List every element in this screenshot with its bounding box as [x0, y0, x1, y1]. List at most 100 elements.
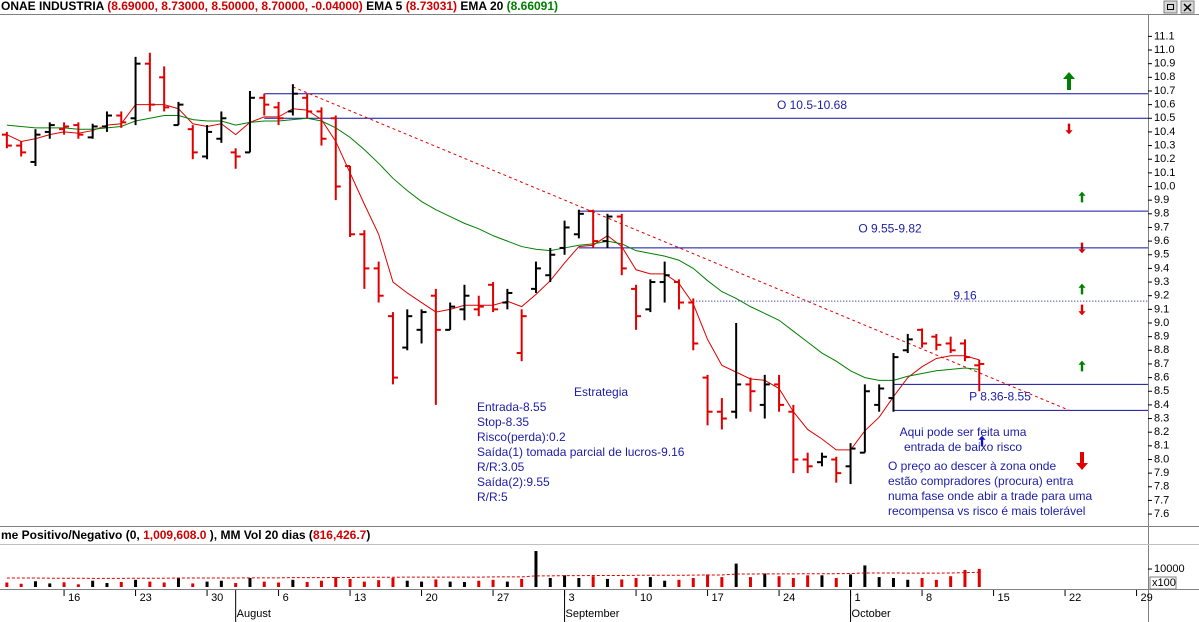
- y-tick-label: 7.7: [1154, 494, 1169, 506]
- ohlc-bar: [259, 93, 270, 116]
- ohlc-bar: [959, 339, 970, 362]
- ohlc-bar: [473, 295, 484, 317]
- restore-button[interactable]: [1163, 0, 1178, 14]
- ohlc-bar: [445, 302, 456, 331]
- ohlc-bar: [659, 261, 670, 303]
- volume-bar: [5, 582, 9, 587]
- volume-bar: [205, 581, 209, 587]
- y-tick-label: 10.6: [1154, 99, 1175, 111]
- ohlc-bar: [688, 298, 699, 351]
- ohlc-bar: [502, 288, 513, 310]
- y-tick-label: 10.0: [1154, 180, 1175, 192]
- ohlc-bar: [1, 131, 12, 149]
- month-label: September: [566, 608, 620, 620]
- header-part: (8.73031): [406, 0, 457, 13]
- ohlc-bar: [216, 111, 227, 143]
- ohlc-bar: [802, 452, 813, 474]
- ohlc-bar: [44, 122, 55, 139]
- ohlc-bar: [87, 123, 98, 139]
- zone-label: O 9.55-9.82: [858, 222, 922, 236]
- volume-bar: [248, 578, 252, 587]
- volume-bar: [891, 578, 895, 587]
- ohlc-bar: [530, 261, 541, 293]
- ohlc-bar: [59, 122, 70, 135]
- strategy-line: R/R:5: [477, 490, 508, 504]
- unit-box: [1149, 576, 1177, 590]
- ohlc-bar: [759, 374, 770, 419]
- volume-bar: [462, 581, 466, 587]
- ohlc-bar: [731, 323, 742, 419]
- volume-bar: [477, 580, 481, 587]
- ohlc-bar: [788, 404, 799, 474]
- ohlc-bar: [159, 66, 170, 112]
- chart-header: ONAE INDUSTRIA (8.69000, 8.73000, 8.5000…: [1, 0, 558, 13]
- volume-bar: [834, 578, 838, 587]
- volume-bar: [33, 581, 37, 587]
- y-tick-label: 9.1: [1154, 303, 1169, 315]
- entry-note: entrada de baixo risco: [904, 440, 1022, 454]
- strategy-line: Saída(1) tomada parcial de lucros-9.16: [477, 445, 685, 459]
- volume-bar: [420, 581, 424, 587]
- volume-bar: [763, 573, 767, 587]
- ohlc-bar: [330, 115, 341, 201]
- volume-bar: [162, 582, 166, 587]
- volume-bar: [305, 581, 309, 587]
- y-tick-label: 9.4: [1154, 262, 1169, 274]
- strategy-line: Saída(2):9.55: [477, 475, 550, 489]
- y-tick-label: 10.1: [1154, 167, 1175, 179]
- volume-bar: [591, 576, 595, 587]
- x-tick-label: 17: [712, 592, 724, 604]
- ohlc-bar: [230, 148, 241, 169]
- x-tick-label: 22: [1069, 592, 1081, 604]
- volume-bar: [262, 581, 266, 587]
- ohlc-bar: [716, 398, 727, 430]
- volume-bar: [648, 577, 652, 587]
- volume-bar: [134, 579, 138, 587]
- header-part: 0: [130, 528, 137, 542]
- header-part: ,: [136, 528, 143, 542]
- volume-bar: [91, 580, 95, 587]
- x-tick-label: 1: [855, 592, 861, 604]
- ohlc-bar: [459, 284, 470, 321]
- y-tick-label: 9.8: [1154, 208, 1169, 220]
- y-tick-label: 8.4: [1154, 399, 1169, 411]
- ohlc-bar: [302, 93, 313, 119]
- volume-bar: [291, 579, 295, 587]
- y-tick-label: 8.0: [1154, 453, 1169, 465]
- x-tick-label: 6: [283, 592, 289, 604]
- x-tick-label: 23: [140, 592, 152, 604]
- header-part: ), MM Vol 20 dias (: [206, 528, 312, 542]
- y-tick-label: 10.7: [1154, 85, 1175, 97]
- volume-bar: [277, 582, 281, 587]
- volume-ma-line: [6, 571, 980, 579]
- ohlc-bar: [645, 279, 656, 313]
- zone-note: O preço ao descer à zona onde: [888, 459, 1056, 473]
- y-tick-label: 10.8: [1154, 71, 1175, 83]
- ohlc-bar: [845, 443, 856, 485]
- volume-bar: [906, 579, 910, 587]
- ohlc-bar: [831, 456, 842, 483]
- volume-bar: [148, 581, 152, 587]
- volume-bar: [19, 583, 23, 587]
- strategy-line: Entrada-8.55: [477, 400, 547, 414]
- x-tick-label: 16: [68, 592, 80, 604]
- header-part: (8.66091): [507, 0, 558, 13]
- trendline: [292, 86, 1070, 411]
- ohlc-bar: [774, 374, 785, 412]
- arrow-down: [1076, 452, 1088, 470]
- ema-line: [6, 115, 980, 381]
- zone-note: numa fase onde abir a trade para uma: [888, 489, 1092, 503]
- volume-unit: x100: [1152, 577, 1176, 589]
- ohlc-bar: [931, 333, 942, 351]
- ohlc-bar: [602, 213, 613, 248]
- y-tick-label: 9.0: [1154, 317, 1169, 329]
- y-tick-label: 9.6: [1154, 235, 1169, 247]
- volume-bar: [920, 578, 924, 587]
- volume-bar: [620, 579, 624, 587]
- arrow-up: [978, 435, 986, 447]
- month-label: August: [237, 608, 271, 620]
- volume-bar: [348, 578, 352, 587]
- strategy-line: R/R:3.05: [477, 460, 525, 474]
- volume-bar: [448, 581, 452, 587]
- volume-bar: [734, 563, 738, 587]
